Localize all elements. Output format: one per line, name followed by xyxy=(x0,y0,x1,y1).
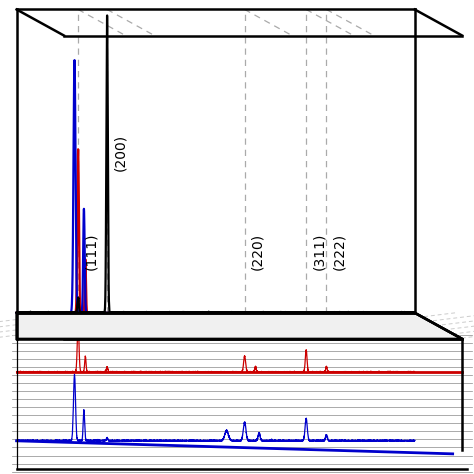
Text: (220): (220) xyxy=(250,233,264,270)
Text: (311): (311) xyxy=(312,233,326,270)
Text: (111): (111) xyxy=(84,233,98,270)
Text: (200): (200) xyxy=(113,134,127,171)
Text: (222): (222) xyxy=(332,233,346,270)
Polygon shape xyxy=(17,313,462,339)
